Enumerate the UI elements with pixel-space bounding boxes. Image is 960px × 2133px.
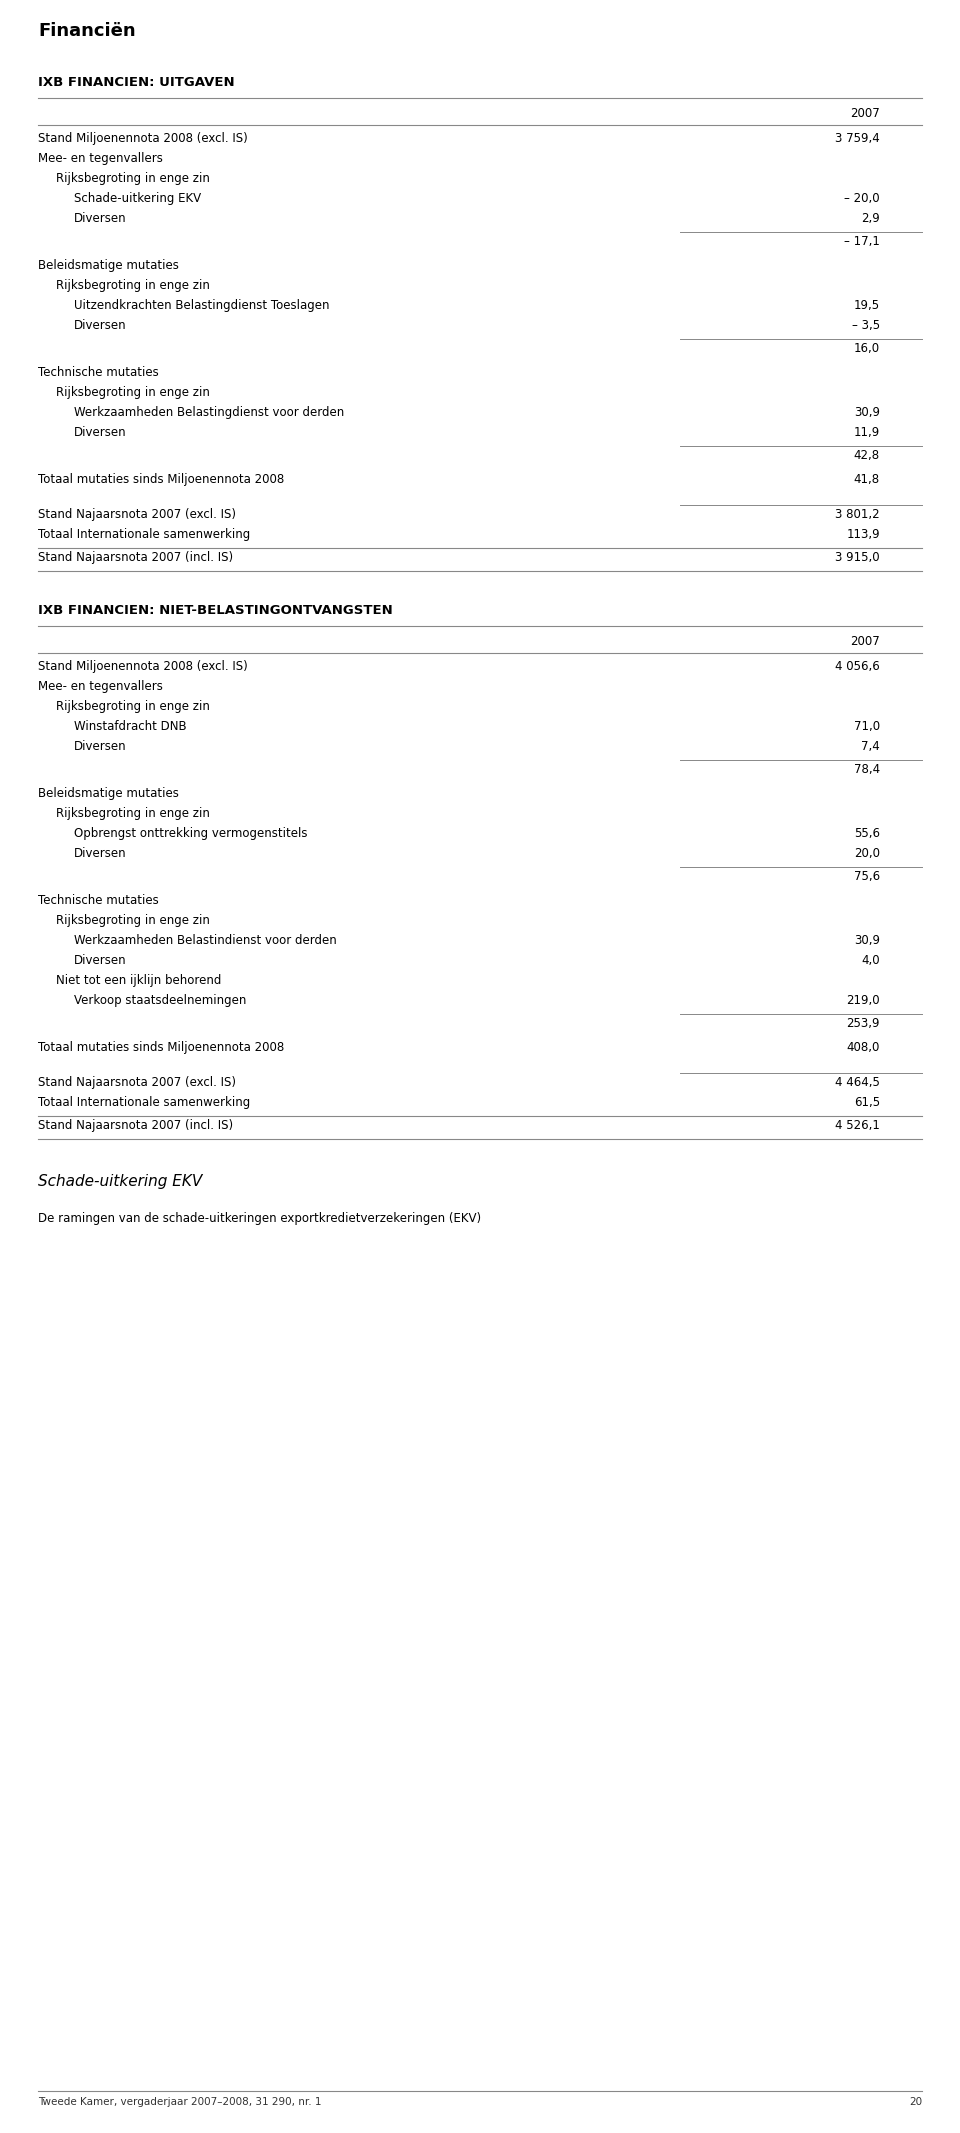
Text: Diversen: Diversen [74,953,127,966]
Text: 20,0: 20,0 [854,847,880,860]
Text: Diversen: Diversen [74,740,127,753]
Text: Winstafdracht DNB: Winstafdracht DNB [74,721,186,734]
Text: Technische mutaties: Technische mutaties [38,894,158,907]
Text: Stand Miljoenennota 2008 (excl. IS): Stand Miljoenennota 2008 (excl. IS) [38,659,248,674]
Text: 4,0: 4,0 [861,953,880,966]
Text: Rijksbegroting in enge zin: Rijksbegroting in enge zin [56,386,210,399]
Text: 113,9: 113,9 [847,529,880,542]
Text: Rijksbegroting in enge zin: Rijksbegroting in enge zin [56,279,210,292]
Text: 30,9: 30,9 [854,405,880,418]
Text: 11,9: 11,9 [853,427,880,439]
Text: 408,0: 408,0 [847,1041,880,1054]
Text: Totaal mutaties sinds Miljoenennota 2008: Totaal mutaties sinds Miljoenennota 2008 [38,1041,284,1054]
Text: 2007: 2007 [851,107,880,119]
Text: Diversen: Diversen [74,320,127,333]
Text: – 3,5: – 3,5 [852,320,880,333]
Text: IXB FINANCIEN: UITGAVEN: IXB FINANCIEN: UITGAVEN [38,77,234,90]
Text: Financiën: Financiën [38,21,135,41]
Text: Diversen: Diversen [74,427,127,439]
Text: Rijksbegroting in enge zin: Rijksbegroting in enge zin [56,915,210,928]
Text: Schade-uitkering EKV: Schade-uitkering EKV [38,1173,203,1188]
Text: Schade-uitkering EKV: Schade-uitkering EKV [74,192,202,205]
Text: 2,9: 2,9 [861,211,880,224]
Text: Tweede Kamer, vergaderjaar 2007–2008, 31 290, nr. 1: Tweede Kamer, vergaderjaar 2007–2008, 31… [38,2097,322,2107]
Text: Beleidsmatige mutaties: Beleidsmatige mutaties [38,787,179,800]
Text: Beleidsmatige mutaties: Beleidsmatige mutaties [38,258,179,273]
Text: 78,4: 78,4 [853,764,880,776]
Text: 42,8: 42,8 [853,450,880,463]
Text: 3 801,2: 3 801,2 [835,508,880,520]
Text: Totaal Internationale samenwerking: Totaal Internationale samenwerking [38,529,251,542]
Text: Diversen: Diversen [74,847,127,860]
Text: Stand Najaarsnota 2007 (excl. IS): Stand Najaarsnota 2007 (excl. IS) [38,1075,236,1090]
Text: Totaal Internationale samenwerking: Totaal Internationale samenwerking [38,1096,251,1109]
Text: Verkoop staatsdeelnemingen: Verkoop staatsdeelnemingen [74,994,247,1007]
Text: Mee- en tegenvallers: Mee- en tegenvallers [38,680,163,693]
Text: Stand Miljoenennota 2008 (excl. IS): Stand Miljoenennota 2008 (excl. IS) [38,132,248,145]
Text: 219,0: 219,0 [847,994,880,1007]
Text: 55,6: 55,6 [854,828,880,840]
Text: 16,0: 16,0 [853,341,880,354]
Text: 7,4: 7,4 [861,740,880,753]
Text: 30,9: 30,9 [854,934,880,947]
Text: Technische mutaties: Technische mutaties [38,367,158,380]
Text: 4 464,5: 4 464,5 [835,1075,880,1090]
Text: Rijksbegroting in enge zin: Rijksbegroting in enge zin [56,700,210,712]
Text: Opbrengst onttrekking vermogenstitels: Opbrengst onttrekking vermogenstitels [74,828,307,840]
Text: Mee- en tegenvallers: Mee- en tegenvallers [38,151,163,164]
Text: 4 526,1: 4 526,1 [835,1120,880,1133]
Text: – 17,1: – 17,1 [844,235,880,247]
Text: Stand Najaarsnota 2007 (incl. IS): Stand Najaarsnota 2007 (incl. IS) [38,1120,233,1133]
Text: 20: 20 [909,2097,922,2107]
Text: 2007: 2007 [851,636,880,648]
Text: 3 759,4: 3 759,4 [835,132,880,145]
Text: IXB FINANCIEN: NIET-BELASTINGONTVANGSTEN: IXB FINANCIEN: NIET-BELASTINGONTVANGSTEN [38,604,393,616]
Text: De ramingen van de schade-uitkeringen exportkredietverzekeringen (EKV): De ramingen van de schade-uitkeringen ex… [38,1212,481,1224]
Text: Rijksbegroting in enge zin: Rijksbegroting in enge zin [56,173,210,186]
Text: 4 056,6: 4 056,6 [835,659,880,674]
Text: Niet tot een ijklijn behorend: Niet tot een ijklijn behorend [56,975,222,988]
Text: Totaal mutaties sinds Miljoenennota 2008: Totaal mutaties sinds Miljoenennota 2008 [38,474,284,486]
Text: Stand Najaarsnota 2007 (excl. IS): Stand Najaarsnota 2007 (excl. IS) [38,508,236,520]
Text: Werkzaamheden Belastingdienst voor derden: Werkzaamheden Belastingdienst voor derde… [74,405,345,418]
Text: 41,8: 41,8 [853,474,880,486]
Text: 61,5: 61,5 [853,1096,880,1109]
Text: 75,6: 75,6 [853,870,880,883]
Text: 19,5: 19,5 [853,299,880,311]
Text: – 20,0: – 20,0 [845,192,880,205]
Text: Werkzaamheden Belastindienst voor derden: Werkzaamheden Belastindienst voor derden [74,934,337,947]
Text: Diversen: Diversen [74,211,127,224]
Text: 3 915,0: 3 915,0 [835,550,880,563]
Text: Uitzendkrachten Belastingdienst Toeslagen: Uitzendkrachten Belastingdienst Toeslage… [74,299,329,311]
Text: 71,0: 71,0 [853,721,880,734]
Text: Rijksbegroting in enge zin: Rijksbegroting in enge zin [56,806,210,819]
Text: Stand Najaarsnota 2007 (incl. IS): Stand Najaarsnota 2007 (incl. IS) [38,550,233,563]
Text: 253,9: 253,9 [847,1017,880,1030]
